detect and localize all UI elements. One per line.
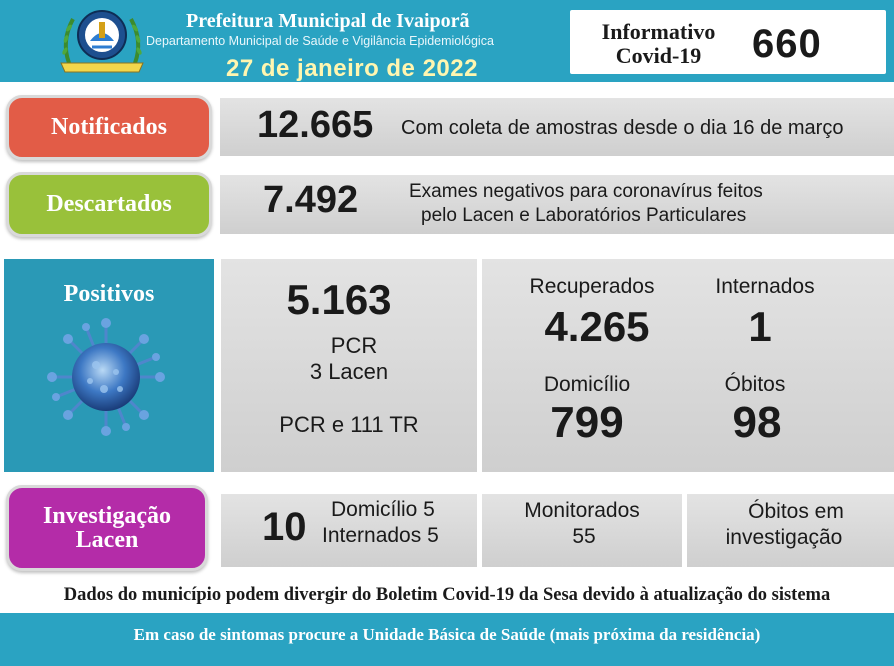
- monitorados-panel: [482, 494, 682, 567]
- footer-bar: [0, 613, 894, 666]
- internados-label: Internados: [715, 275, 815, 298]
- bulletin-info-box: [570, 10, 886, 74]
- positivos-label: Positivos: [63, 281, 155, 307]
- bulletin-label-line1: Informativo: [601, 19, 716, 44]
- obitos-investigacao-panel: [687, 494, 894, 567]
- bulletin-label-line2: Covid-19: [615, 43, 702, 68]
- municipal-seal-icon: [60, 10, 144, 73]
- notificados-value: 12.665: [257, 104, 374, 146]
- positivos-breakdown-panel: [482, 259, 894, 472]
- recuperados-value: 4.265: [544, 303, 650, 350]
- domicilio-label: Domicílio: [543, 373, 631, 396]
- domicilio-value: 799: [550, 398, 624, 447]
- recuperados-label: Recuperados: [529, 275, 655, 298]
- obitos-value: 98: [732, 398, 782, 447]
- obitos-investigacao-line1: Óbitos em: [748, 500, 844, 523]
- obitos-label: Óbitos: [724, 373, 786, 396]
- descartados-value: 7.492: [263, 179, 359, 221]
- investigacao-label: Investigação Lacen: [6, 485, 208, 571]
- bulletin-date: 27 de janeiro de 2022: [226, 55, 478, 82]
- descartados-panel: [220, 175, 894, 234]
- coronavirus-icon: [47, 318, 165, 436]
- internados-value: 1: [748, 303, 772, 350]
- descartados-description-line2: pelo Lacen e Laboratórios Particulares: [421, 205, 747, 226]
- header-title: Prefeitura Municipal de Ivaiporã: [186, 10, 470, 32]
- positivos-value: 5.163: [286, 276, 392, 323]
- investigacao-value: 10: [262, 505, 307, 549]
- investigacao-label-line2: Lacen: [75, 527, 139, 553]
- notificados-description: Com coleta de amostras desde o dia 16 de…: [401, 117, 844, 139]
- descartados-description-line1: Exames negativos para coronavírus feitos: [409, 181, 763, 202]
- obitos-investigacao-line2: investigação: [725, 526, 843, 549]
- descartados-label: Descartados: [6, 172, 212, 237]
- positivos-total-panel: [221, 259, 477, 472]
- positivos-line3: PCR e 111 TR: [279, 412, 419, 437]
- positivos-line1: PCR: [330, 333, 378, 358]
- notificados-panel: [220, 98, 894, 156]
- bulletin-number: 660: [752, 22, 822, 66]
- investigacao-domicilio: Domicílio 5: [331, 498, 435, 521]
- bulletin-label: Informativo Covid-19: [586, 20, 731, 68]
- disclaimer-note: Dados do município podem divergir do Bol…: [63, 585, 831, 605]
- investigacao-label-line1: Investigação: [43, 503, 171, 529]
- header-subtitle: Departamento Municipal de Saúde e Vigilâ…: [146, 34, 494, 48]
- footer-advice: Em caso de sintomas procure a Unidade Bá…: [133, 625, 761, 644]
- monitorados-value: 55: [572, 525, 596, 548]
- monitorados-label: Monitorados: [524, 499, 640, 522]
- investigacao-total-panel: [221, 494, 477, 567]
- positivos-line2: 3 Lacen: [309, 359, 389, 384]
- investigacao-internados: Internados 5: [322, 524, 439, 547]
- notificados-label: Notificados: [6, 95, 212, 160]
